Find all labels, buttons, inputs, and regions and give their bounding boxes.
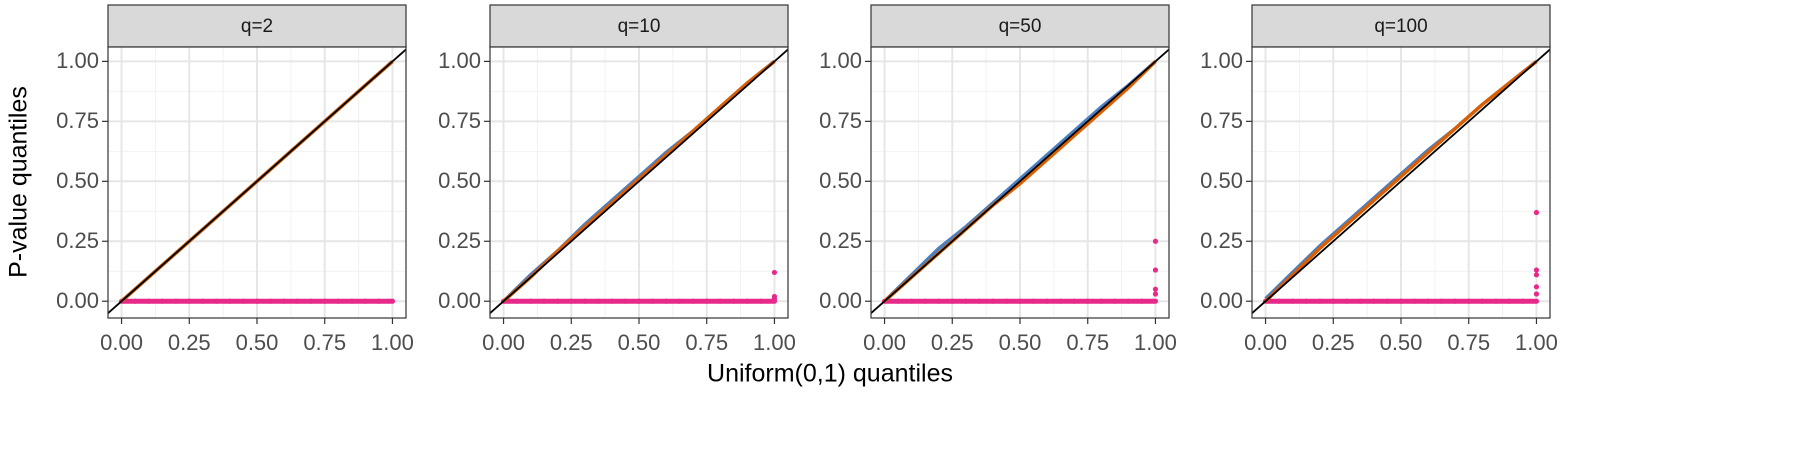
- qq-point: [771, 269, 778, 276]
- qq-point: [1152, 291, 1159, 297]
- y-tick-label: 1.00: [819, 48, 862, 73]
- x-tick-label: 0.25: [168, 330, 211, 355]
- qq-line: [108, 48, 406, 314]
- panel-border: [107, 46, 407, 319]
- y-tick-label: 0.00: [819, 288, 862, 313]
- y-tick-label: 0.50: [819, 168, 862, 193]
- panel: q=100 0.00 0.25 0.50 0.75 1.00 0.00 0.25 0.50 0.7…: [1200, 4, 1558, 355]
- strip-title: q=2: [241, 16, 273, 37]
- y-tick-label: 0.25: [1200, 228, 1243, 253]
- panel: q=2 0.00 0.25 0.50 0.75 1.00 0.00 0.25 0.50 0.75 1…: [56, 4, 414, 355]
- qq-line: [1264, 60, 1538, 303]
- plot-area: [871, 48, 1169, 314]
- y-tick-label: 0.00: [1200, 288, 1243, 313]
- x-tick-label: 0.50: [618, 330, 661, 355]
- y-tick-label: 1.00: [438, 48, 481, 73]
- y-tick-label: 1.00: [1200, 48, 1243, 73]
- panel-border: [870, 46, 1170, 319]
- x-tick-label: 1.00: [753, 330, 796, 355]
- y-tick-label: 0.25: [438, 228, 481, 253]
- qq-point: [1533, 272, 1540, 278]
- panel: q=10 0.00 0.25 0.50 0.75 1.00 0.00 0.25 0.50 0.75…: [438, 4, 796, 355]
- x-tick-label: 0.25: [550, 330, 593, 355]
- y-tick-label: 0.50: [56, 168, 99, 193]
- plot-area: [490, 48, 788, 314]
- qq-point: [1533, 291, 1540, 297]
- x-tick-label: 0.75: [685, 330, 728, 355]
- x-tick-label: 0.75: [1447, 330, 1490, 355]
- strip-title: q=50: [999, 16, 1042, 37]
- strip-title: q=10: [618, 16, 661, 37]
- strip: [489, 4, 789, 48]
- y-tick-label: 0.00: [56, 288, 99, 313]
- y-tick-label: 1.00: [56, 48, 99, 73]
- y-tick-label: 0.25: [819, 228, 862, 253]
- x-tick-label: 0.00: [100, 330, 143, 355]
- qq-line: [490, 48, 788, 314]
- qq-line: [871, 48, 1169, 314]
- x-tick-label: 0.50: [999, 330, 1042, 355]
- panel-border: [489, 46, 789, 319]
- qq-point: [1533, 209, 1540, 216]
- qq-point: [1152, 238, 1159, 244]
- panel-border: [1251, 46, 1551, 319]
- qq-point: [1152, 286, 1159, 292]
- plot-area: [1252, 48, 1550, 314]
- x-tick-label: 0.25: [1312, 330, 1355, 355]
- x-tick-label: 1.00: [1515, 330, 1558, 355]
- qq-point: [1152, 267, 1159, 273]
- qq-line: [883, 60, 1157, 303]
- x-tick-label: 0.50: [236, 330, 279, 355]
- y-tick-label: 0.75: [56, 108, 99, 133]
- x-tick-label: 0.00: [863, 330, 906, 355]
- plot-area: [108, 48, 406, 314]
- strip-title: q=100: [1374, 16, 1427, 37]
- y-tick-label: 0.50: [1200, 168, 1243, 193]
- x-tick-label: 1.00: [371, 330, 414, 355]
- x-tick-label: 0.75: [303, 330, 346, 355]
- strip: [1251, 4, 1551, 48]
- x-tick-label: 0.50: [1380, 330, 1423, 355]
- y-tick-label: 0.25: [56, 228, 99, 253]
- y-tick-label: 0.75: [819, 108, 862, 133]
- y-tick-label: 0.50: [438, 168, 481, 193]
- x-tick-label: 0.00: [1244, 330, 1287, 355]
- y-tick-label: 0.75: [438, 108, 481, 133]
- x-tick-label: 0.75: [1066, 330, 1109, 355]
- y-axis-label: P-value quantiles: [5, 86, 33, 278]
- panel: q=50 0.00 0.25 0.50 0.75 1.00 0.00 0.25 0.50 0.75…: [819, 4, 1177, 355]
- qq-point: [1533, 284, 1540, 290]
- strip: [870, 4, 1170, 48]
- qq-line: [502, 60, 776, 303]
- x-tick-label: 0.25: [931, 330, 974, 355]
- x-tick-label: 0.00: [482, 330, 525, 355]
- x-axis-label: Uniform(0,1) quantiles: [707, 360, 953, 388]
- qq-point: [771, 293, 778, 300]
- y-tick-label: 0.00: [438, 288, 481, 313]
- qq-line: [1252, 48, 1550, 314]
- qq-point: [1533, 267, 1540, 273]
- strip: [107, 4, 407, 48]
- x-tick-label: 1.00: [1134, 330, 1177, 355]
- y-tick-label: 0.75: [1200, 108, 1243, 133]
